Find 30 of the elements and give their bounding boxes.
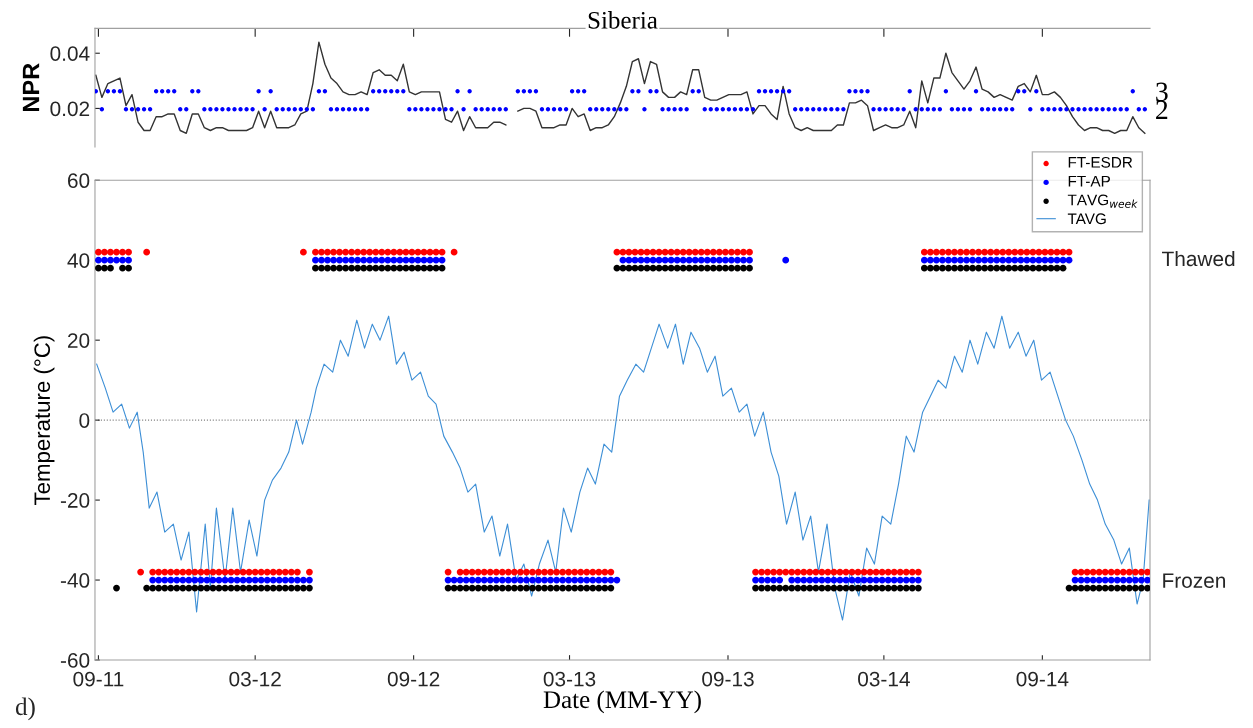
chart-title: Siberia xyxy=(588,11,658,29)
y-tick-label: 0 xyxy=(79,413,90,428)
y2-tick-label: 2 xyxy=(1156,100,1168,119)
y2-tick-label: 3 xyxy=(1156,82,1168,102)
x-tick-label: 09-13 xyxy=(702,671,754,687)
x-tick-label: 03-14 xyxy=(858,671,910,687)
legend-label: FT-ESDR xyxy=(1068,156,1133,168)
y-tick-label: 0.04 xyxy=(50,46,90,61)
y-axis-title: NPR xyxy=(22,63,40,112)
x-tick-label: 03-12 xyxy=(229,671,281,687)
legend-label: TAVG$_{week}$ xyxy=(1067,194,1138,208)
text: d) xyxy=(15,697,35,721)
x-tick-label: 03-13 xyxy=(543,671,596,687)
legend-label: TAVG xyxy=(1067,213,1106,225)
text: Frozen xyxy=(1163,573,1226,588)
x-tick-label: 09-12 xyxy=(387,671,440,687)
x-tick-label: 09-14 xyxy=(1016,671,1069,687)
text: Thawed xyxy=(1162,250,1235,267)
x-axis-title: Date (MM-YY) xyxy=(543,690,701,714)
y-tick-label: 60 xyxy=(68,173,90,189)
line-series xyxy=(96,315,1150,621)
y-tick-label: -60 xyxy=(60,653,90,668)
y-tick-label: -20 xyxy=(60,493,90,508)
y-axis-title: Temperature (°C) xyxy=(33,336,55,505)
y-tick-label: 40 xyxy=(67,253,90,268)
y-tick-label: -40 xyxy=(60,573,90,588)
x-tick-label: 09-11 xyxy=(73,671,124,687)
y-tick-label: 0.02 xyxy=(50,101,90,117)
y-tick-label: 20 xyxy=(67,333,90,348)
legend-label: FT-AP xyxy=(1068,175,1110,187)
